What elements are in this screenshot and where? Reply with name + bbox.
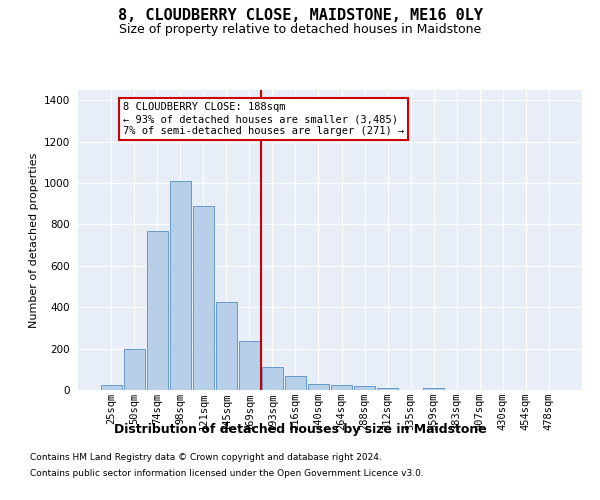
Bar [124,348,145,390]
Bar [423,388,444,390]
Text: Contains public sector information licensed under the Open Government Licence v3: Contains public sector information licen… [30,468,424,477]
Text: 8 CLOUDBERRY CLOSE: 188sqm
← 93% of detached houses are smaller (3,485)
7% of se: 8 CLOUDBERRY CLOSE: 188sqm ← 93% of deta… [123,102,404,136]
Text: 8, CLOUDBERRY CLOSE, MAIDSTONE, ME16 0LY: 8, CLOUDBERRY CLOSE, MAIDSTONE, ME16 0LY [118,8,482,22]
Text: Size of property relative to detached houses in Maidstone: Size of property relative to detached ho… [119,22,481,36]
Y-axis label: Number of detached properties: Number of detached properties [29,152,38,328]
Bar [216,302,237,390]
Bar [147,230,168,390]
Bar [354,386,375,390]
Bar [308,384,329,390]
Bar [331,386,352,390]
Text: Distribution of detached houses by size in Maidstone: Distribution of detached houses by size … [113,422,487,436]
Bar [285,376,306,390]
Bar [193,206,214,390]
Bar [101,385,122,390]
Bar [377,388,398,390]
Bar [262,367,283,390]
Bar [170,181,191,390]
Bar [239,342,260,390]
Text: Contains HM Land Registry data © Crown copyright and database right 2024.: Contains HM Land Registry data © Crown c… [30,454,382,462]
